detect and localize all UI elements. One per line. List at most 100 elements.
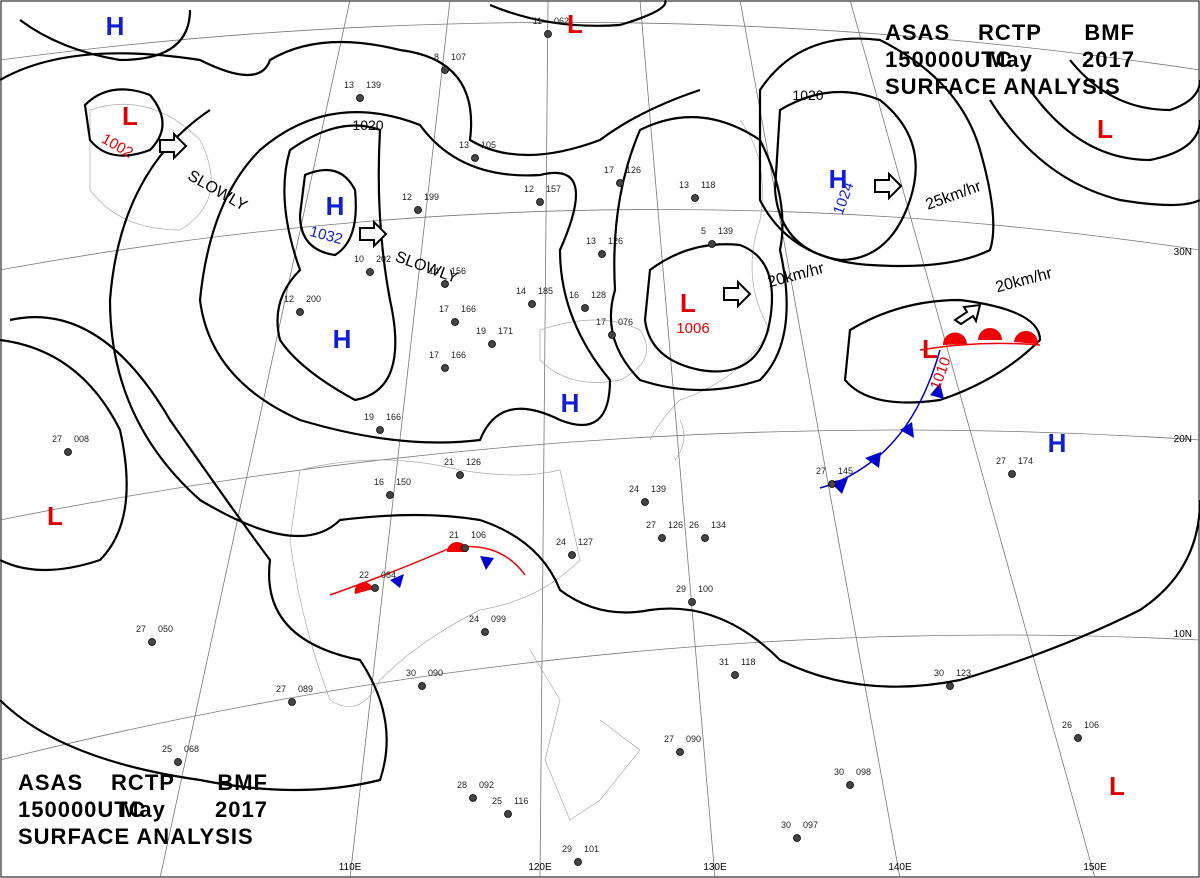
station-temp: 13 [586,236,596,246]
station-temp: 19 [364,412,374,422]
station-pressure: 100 [698,584,713,594]
pressure-center: L [122,101,138,131]
station-dot [1008,470,1016,478]
central-pressure: 1006 [676,320,709,337]
station-dot [544,30,552,38]
station-temp: 29 [676,584,686,594]
motion-arrow [159,131,188,161]
station-dot [828,480,836,488]
station-dot [481,628,489,636]
station-pressure: 084 [381,570,396,580]
station-dot [441,364,449,372]
station-dot [376,426,384,434]
meridian [349,0,451,878]
fronts [329,328,1041,596]
station-temp: 12 [402,192,412,202]
station-dot [528,300,536,308]
station-dot [64,448,72,456]
station-dot [691,194,699,202]
station-temp: 30 [834,767,844,777]
isobar [198,111,612,444]
station-dot [174,758,182,766]
station-pressure: 185 [538,286,553,296]
longitude-label: 120E [528,862,552,873]
station-temp: 27 [276,684,286,694]
isobar [0,316,388,792]
station-dot [371,584,379,592]
station-temp: 12 [524,184,534,194]
station-dot [793,834,801,842]
station-pressure: 106 [1084,720,1099,730]
header-word: RCTP [111,770,175,795]
station-pressure: 008 [74,434,89,444]
station-pressure: 139 [366,80,381,90]
station-pressure: 126 [466,457,481,467]
isobar [298,168,357,257]
coastline [649,119,771,441]
station-pressure: 107 [451,52,466,62]
header-word: ASAS [18,770,83,795]
station-dot [148,638,156,646]
station-dot [451,318,459,326]
motion-arrow [874,171,903,201]
station-temp: 30 [406,668,416,678]
station-dot [688,598,696,606]
station-temp: 11 [533,16,542,26]
longitude-label: 150E [1083,862,1107,873]
isobar [19,9,192,62]
station-pressure: 171 [498,326,513,336]
isobar [1029,89,1200,162]
station-temp: 13 [679,180,689,190]
station-pressure: 106 [471,530,486,540]
parallel [0,209,1200,271]
station-pressure: 090 [428,668,443,678]
station-pressure: 157 [546,184,561,194]
station-temp: 25 [492,796,502,806]
header-word: 150000UTC [885,47,1013,72]
isobar [758,37,995,268]
parallel [0,634,1200,761]
station-temp: 17 [596,317,606,327]
meridian [159,0,351,878]
warm-front-marks [354,542,467,594]
meridian [849,0,1096,878]
station-temp: 24 [629,484,639,494]
station-pressure: 202 [376,254,391,264]
station-dot [581,304,589,312]
station-dot [441,280,449,288]
station-pressure: 068 [184,744,199,754]
pressure-center: L [47,501,63,531]
motion-arrows [159,131,982,326]
station-pressure: 156 [451,266,466,276]
station-temp: 19 [476,326,486,336]
pressure-center: L [680,288,696,318]
station-temp: 14 [429,266,439,276]
station-pressure: 126 [626,165,641,175]
station-dot [708,240,716,248]
station-pressure: 139 [718,226,733,236]
station-pressure: 062 [554,16,569,26]
station-dot [846,781,854,789]
header-word: 2017 [215,797,268,822]
station-dot [568,551,576,559]
header-word: BMF [217,770,268,795]
warm-front-marks [942,328,1039,345]
station-pressure: 076 [618,317,633,327]
latitude-label: 20N [1174,434,1192,445]
station-dot [386,491,394,499]
station-temp: 24 [556,537,566,547]
pressure-center: H [1048,428,1067,458]
station-dot [441,66,449,74]
station-pressure: 134 [711,520,726,530]
station-pressure: 098 [856,767,871,777]
pressure-center: L [1097,114,1113,144]
station-temp: 12 [284,294,294,304]
station-temp: 25 [162,744,172,754]
station-temp: 28 [457,780,467,790]
pressure-center: H [326,191,345,221]
station-temp: 5 [701,226,706,236]
header-word: BMF [1084,20,1135,45]
station-temp: 17 [439,304,449,314]
station-pressure: 174 [1018,456,1033,466]
